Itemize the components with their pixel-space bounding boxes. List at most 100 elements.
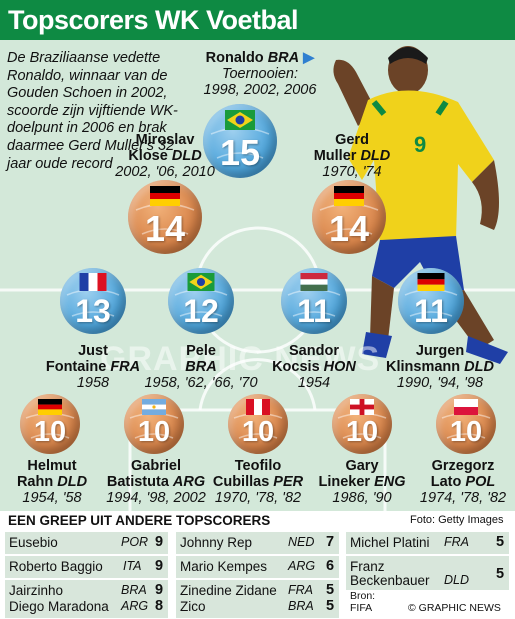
ball-lineker: 10 [332,394,392,454]
fontaine-line1: Just [78,343,108,359]
player-rahn: Helmut Rahn DLD 1954, '58 [0,458,104,506]
source: Bron: FIFA [350,590,376,614]
muller-nat: DLD [360,148,391,164]
table-row: Eusebio POR 9 [5,532,168,554]
page-title: Topscorers WK Voetbal [8,5,299,35]
intro-text: De Braziliaanse vedette Ronaldo, winnaar… [7,50,178,172]
svg-text:9: 9 [414,132,426,157]
batistuta-nat: ARG [172,474,206,490]
lineker-years: 1986, '90 [332,490,392,506]
cubillas-line2: Cubillas [212,474,270,490]
lineker-line1: Gary [345,458,379,474]
ball-kocsis: 11 [281,268,347,334]
ball-pele: 12 [168,268,234,334]
lato-years: 1974, '78, '82 [419,490,507,506]
others-title: EEN GREEP UIT ANDERE TOPSCORERS [8,513,271,528]
table-row: Michel Platini FRA 5 [346,532,509,554]
goals-fontaine: 13 [75,293,111,329]
ball-batistuta: 10 [124,394,184,454]
ronaldo-label: Ronaldo BRA ▶ Toernooien: 1998, 2002, 20… [200,50,320,98]
flag-ger-icon [417,273,445,291]
player-lato: Grzegorz Lato POL 1974, '78, '82 [412,458,514,506]
player-cubillas: Teofilo Cubillas PER 1970, '78, '82 [200,458,316,506]
kocsis-line1: Sandor [289,343,339,359]
flag-eng-icon [350,399,374,415]
cubillas-nat: PER [273,474,304,490]
photo-credit: Foto: Getty Images [410,514,504,526]
ball-klinsmann: 11 [398,268,464,334]
main-panel: De Braziliaanse vedette Ronaldo, winnaar… [0,40,515,511]
fontaine-years: 1958 [76,375,110,391]
goals-lineker: 10 [345,416,379,448]
klose-nat: DLD [171,148,202,164]
kocsis-years: 1954 [297,375,331,391]
player-klinsmann: Jurgen Klinsmann DLD 1990, '94, '98 [372,343,508,391]
goals-pele: 12 [183,293,219,329]
lineker-line2: Lineker [318,474,371,490]
klinsmann-line1: Jurgen [415,343,465,359]
player-kocsis: Sandor Kocsis HON 1954 [254,343,374,391]
goals-klose: 14 [144,208,186,249]
pele-nat: BRA [185,359,217,375]
ronaldo-tournaments-label: Toernooien: [221,66,299,82]
flag-per-icon [246,399,270,415]
lato-nat: POL [465,474,496,490]
arrow-icon: ▶ [303,50,315,66]
ball-rahn: 10 [20,394,80,454]
klose-line1: Miroslav [135,132,195,148]
ball-fontaine: 13 [60,268,126,334]
goals-lato: 10 [449,416,483,448]
lineker-nat: ENG [374,474,406,490]
muller-years: 1970, '74 [322,164,382,180]
table-row: Franz Beckenbauer DLD 5 [346,556,509,590]
ball-cubillas: 10 [228,394,288,454]
table-row: Zico BRA 5 [176,596,339,618]
goals-muller: 14 [328,208,370,249]
player-lineker: Gary Lineker ENG 1986, '90 [310,458,414,506]
watermark: GRAPHIC NEWS [100,340,381,378]
flag-ger-icon [38,399,62,415]
player-batistuta: Gabriel Batistuta ARG 1994, '98, 2002 [96,458,216,506]
klinsmann-nat: DLD [464,359,494,375]
ronaldo-years: 1998, 2002, 2006 [203,82,317,98]
goals-klinsmann: 11 [414,293,448,329]
ronaldo-name: Ronaldo [205,50,264,66]
goals-kocsis: 11 [297,293,331,329]
player-fontaine: Just Fontaine FRA 1958 [33,343,153,391]
goals-cubillas: 10 [241,416,275,448]
pele-line1: Pele [186,343,216,359]
batistuta-line1: Gabriel [131,458,181,474]
ball-lato: 10 [436,394,496,454]
flag-ger-icon [334,186,364,206]
goals-ronaldo: 15 [219,132,261,173]
fontaine-line2: Fontaine [45,359,107,375]
rahn-nat: DLD [57,474,88,490]
copyright: © GRAPHIC NEWS [408,602,501,614]
batistuta-line2: Batistuta [106,474,169,490]
cubillas-line1: Teofilo [234,458,282,474]
flag-pol-icon [454,399,478,415]
ronaldo-nat: BRA [267,50,300,66]
goals-batistuta: 10 [137,416,171,448]
rahn-years: 1954, '58 [22,490,82,506]
table-row: Diego Maradona ARG 8 [5,596,168,618]
fontaine-nat: FRA [110,359,141,375]
header-bar: Topscorers WK Voetbal [0,0,515,40]
table-row: Roberto Baggio ITA 9 [5,556,168,578]
lato-line2: Lato [430,474,462,490]
table-row: Johnny Rep NED 7 [176,532,339,554]
player-muller: Gerd Muller DLD 1970, '74 [292,132,412,180]
table-row: Mario Kempes ARG 6 [176,556,339,578]
lato-line1: Grzegorz [431,458,495,474]
flag-arg-icon [142,399,166,415]
muller-line1: Gerd [335,132,369,148]
flag-hun-icon [300,273,328,291]
rahn-line2: Rahn [16,474,54,490]
player-pele: Pele BRA 1958, '62, '66, '70 [141,343,261,391]
rahn-line1: Helmut [27,458,77,474]
klinsmann-line2: Klinsmann [386,359,461,375]
ball-klose: 14 [128,180,202,254]
ball-ronaldo: 15 [203,104,277,178]
klose-years: 2002, '06, 2010 [115,164,215,180]
kocsis-line2: Kocsis [272,359,320,375]
